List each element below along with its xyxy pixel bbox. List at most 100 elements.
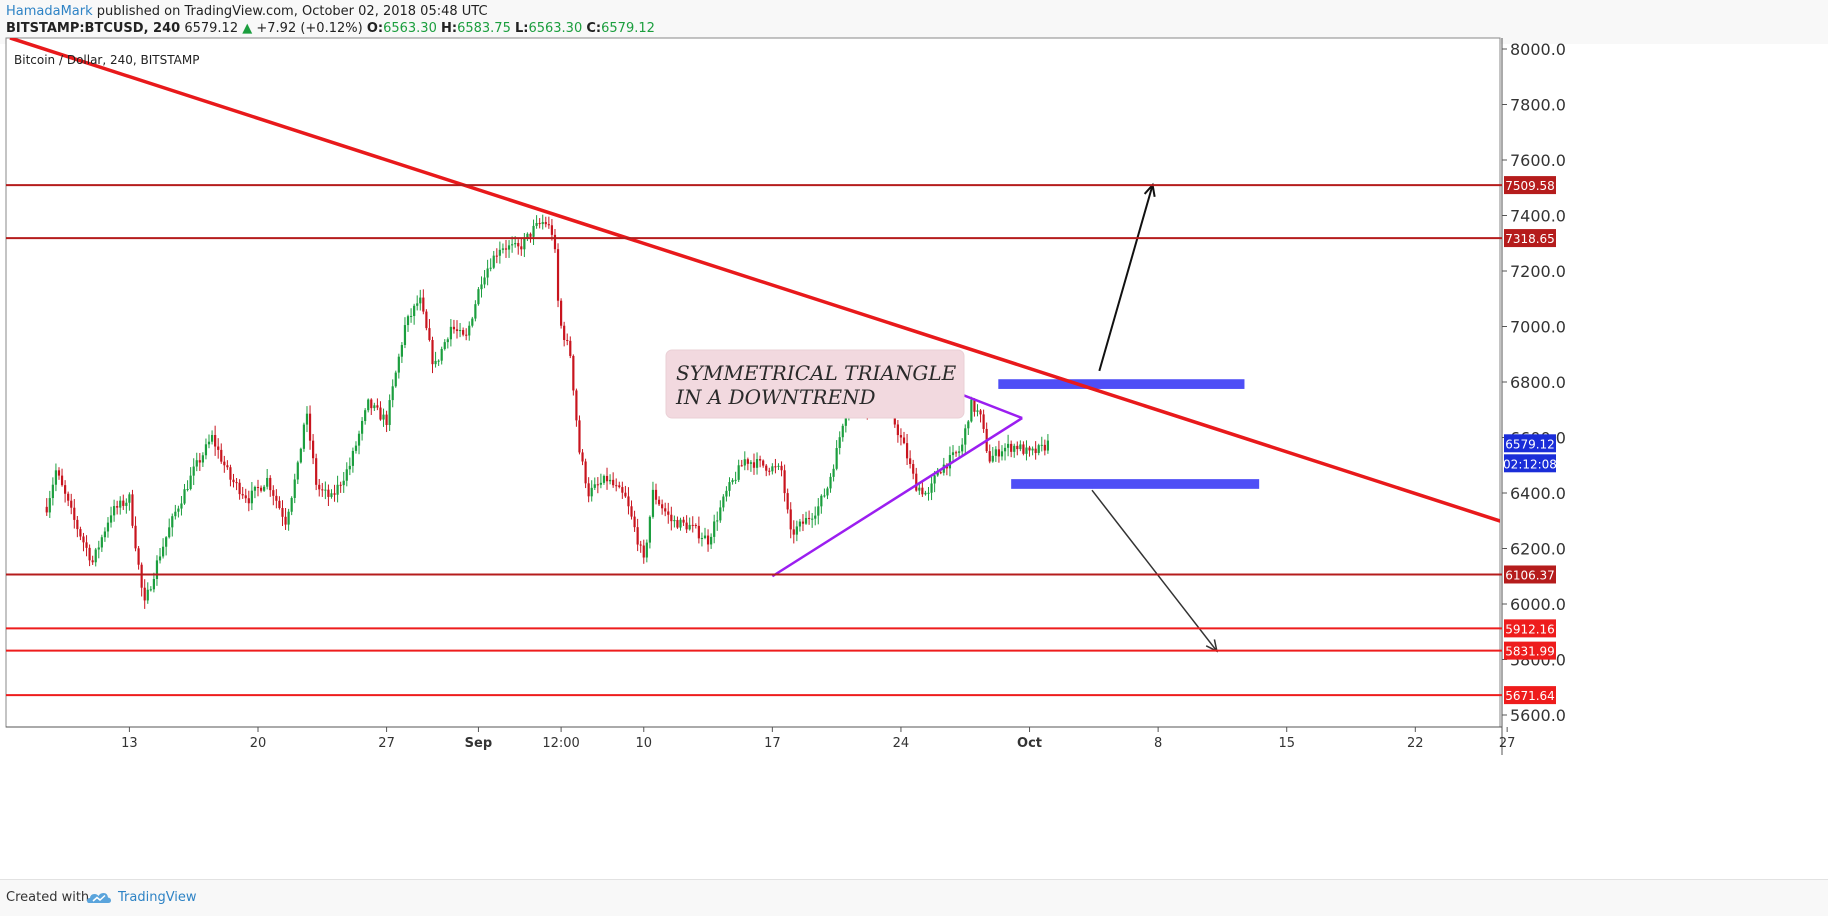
candle-down xyxy=(572,355,575,391)
candle-up xyxy=(180,503,183,509)
candle-up xyxy=(152,579,155,590)
candle-down xyxy=(122,500,125,506)
candle-up xyxy=(210,435,214,442)
candle-down xyxy=(321,489,324,491)
candle-up xyxy=(755,459,759,468)
tradingview-link[interactable]: TradingView xyxy=(118,890,197,905)
candle-up xyxy=(514,243,517,245)
candle-down xyxy=(217,446,220,450)
candle-down xyxy=(495,255,498,257)
footer: Created with TradingView xyxy=(0,879,1828,916)
author-link[interactable]: HamadaMark xyxy=(6,4,93,19)
candle-down xyxy=(789,509,792,530)
candle-up xyxy=(541,222,544,225)
chart-header: HamadaMark published on TradingView.com,… xyxy=(0,0,1828,44)
candle-up xyxy=(128,494,131,503)
candle-up xyxy=(1025,447,1028,454)
candle-down xyxy=(685,522,688,530)
candle-down xyxy=(939,472,942,474)
candle-up xyxy=(440,348,443,361)
candle-down xyxy=(560,300,563,326)
candle-up xyxy=(679,519,682,528)
y-tick-label: 6800.0 xyxy=(1510,373,1566,392)
candle-up xyxy=(814,515,817,519)
candle-up xyxy=(1037,445,1040,454)
candle-down xyxy=(137,548,140,565)
candle-up xyxy=(382,414,385,420)
candle-up xyxy=(700,538,704,540)
candle-up xyxy=(125,502,128,506)
y-tick-label: 7000.0 xyxy=(1510,318,1566,337)
candle-down xyxy=(244,495,247,499)
candle-up xyxy=(817,506,820,516)
candle-down xyxy=(905,443,909,459)
candle-up xyxy=(189,475,192,490)
candle-down xyxy=(661,504,664,509)
candle-down xyxy=(235,482,238,484)
candle-down xyxy=(624,492,627,497)
candle-down xyxy=(226,465,229,468)
candle-up xyxy=(948,455,952,469)
candle-down xyxy=(627,496,630,507)
x-tick-label: 24 xyxy=(893,736,910,751)
candle-down xyxy=(667,511,670,515)
candle-up xyxy=(1040,444,1043,446)
low-value: 6563.30 xyxy=(528,21,583,36)
candle-up xyxy=(936,472,939,476)
candle-up xyxy=(835,448,838,469)
y-tick-label: 6000.0 xyxy=(1510,595,1566,614)
open-label: O: xyxy=(366,21,384,36)
candle-up xyxy=(183,489,186,504)
x-tick-label: 10 xyxy=(635,736,652,751)
candle-down xyxy=(318,484,321,490)
candle-down xyxy=(633,516,636,528)
level-badge-label: 5671.64 xyxy=(1505,689,1555,703)
candle-up xyxy=(602,475,606,483)
candle-up xyxy=(158,556,162,561)
candle-down xyxy=(759,459,762,461)
y-tick-label: 7400.0 xyxy=(1510,207,1566,226)
candle-down xyxy=(997,449,1001,457)
breakout-up-arrow xyxy=(1098,184,1154,372)
candle-down xyxy=(801,521,805,524)
annotation-box xyxy=(665,349,965,419)
x-tick-label: 27 xyxy=(378,736,395,751)
candle-down xyxy=(786,493,789,510)
candle-up xyxy=(263,486,266,491)
level-badge xyxy=(1504,641,1556,660)
candle-down xyxy=(636,527,639,545)
y-tick-label: 8000.0 xyxy=(1510,40,1566,59)
candle-up xyxy=(918,487,921,491)
candle-down xyxy=(520,246,523,250)
candle-up xyxy=(94,549,97,563)
candle-down xyxy=(657,499,661,505)
candle-up xyxy=(737,465,740,480)
candle-up xyxy=(535,223,538,226)
candle-up xyxy=(373,405,376,409)
candle-up xyxy=(590,487,593,497)
candle-down xyxy=(581,452,584,462)
candle-down xyxy=(569,340,572,356)
downtrend-line xyxy=(9,38,1500,523)
level-badge xyxy=(1504,619,1556,638)
countdown-label: 02:12:08 xyxy=(1503,457,1557,471)
candle-up xyxy=(924,492,927,495)
candle-down xyxy=(281,508,284,517)
candle-up xyxy=(106,522,110,532)
candle-up xyxy=(804,517,808,524)
candle-up xyxy=(250,490,253,504)
candle-down xyxy=(639,544,642,546)
candle-up xyxy=(961,444,964,452)
candle-up xyxy=(734,479,737,481)
candle-up xyxy=(967,421,970,429)
candle-down xyxy=(455,329,459,332)
candle-up xyxy=(951,452,955,456)
high-value: 6583.75 xyxy=(457,21,511,36)
open-value: 6563.30 xyxy=(383,21,437,36)
candle-down xyxy=(752,462,756,468)
candle-down xyxy=(284,516,287,525)
candle-up xyxy=(964,428,967,445)
candle-down xyxy=(909,458,912,465)
